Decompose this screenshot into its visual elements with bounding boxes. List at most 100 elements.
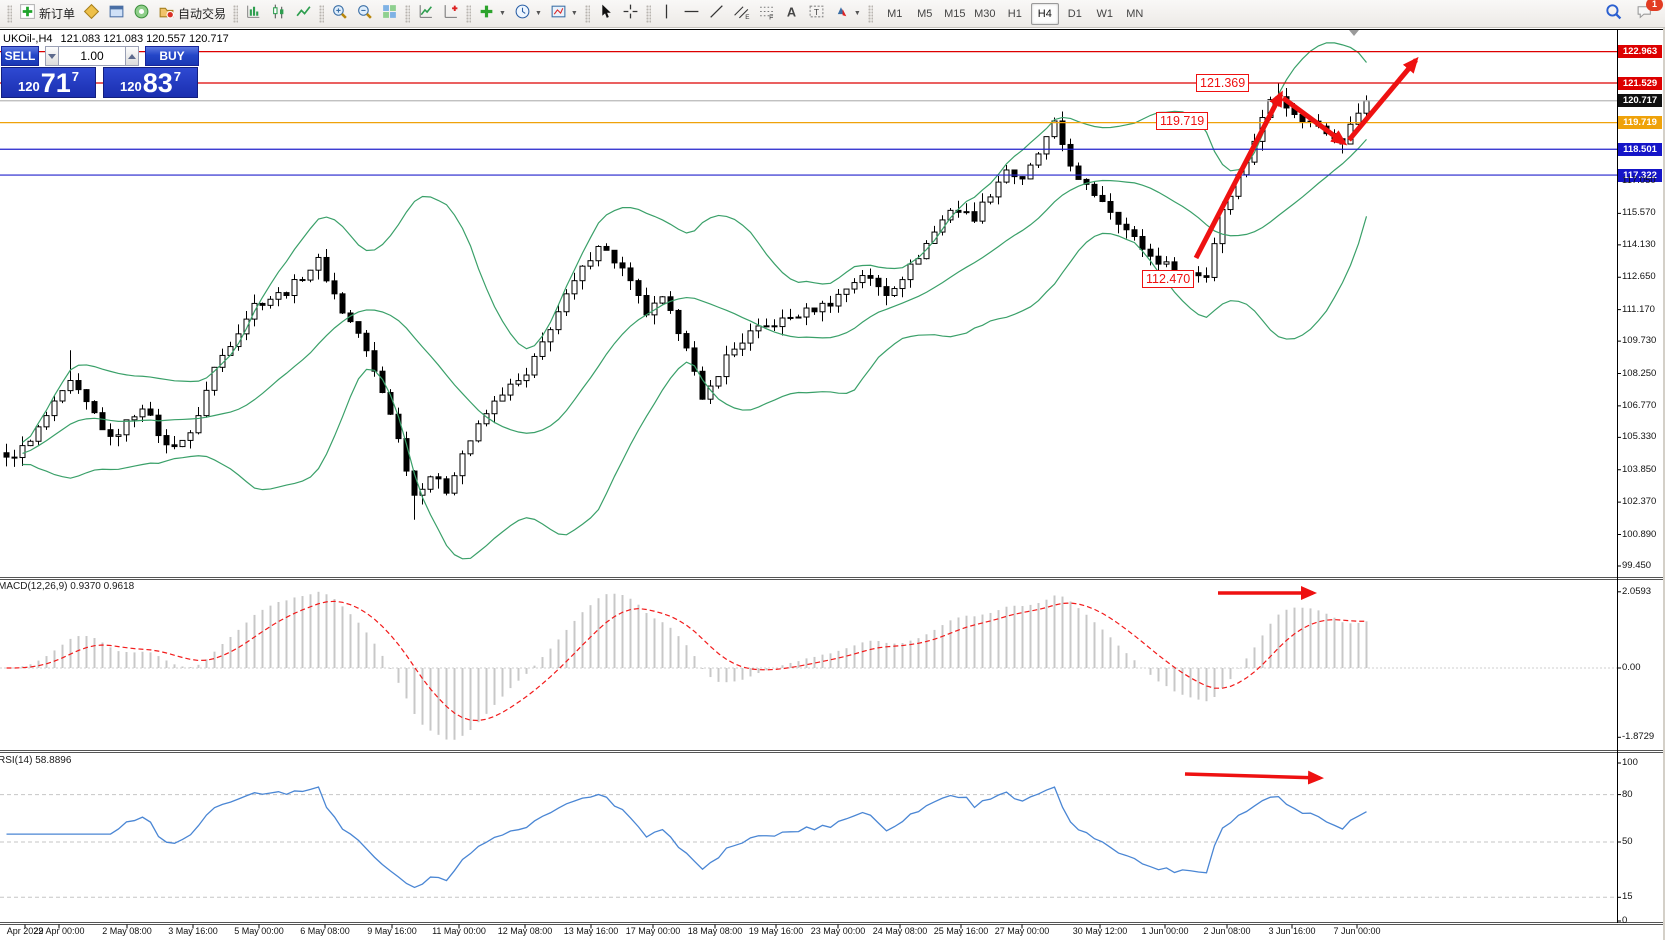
y-axis-tick: 117.050 (1622, 175, 1656, 186)
navigator-icon (133, 3, 150, 25)
x-axis-label: Apr 2022 (6, 926, 44, 936)
horizontal-level-lines (0, 51, 1617, 176)
macd-axis-label: 0.00 (1622, 662, 1641, 673)
rsi-indicator-label: RSI(14) 58.8896 (0, 755, 72, 766)
timeframe-button-w1[interactable]: W1 (1096, 7, 1114, 20)
volume-input[interactable] (59, 46, 125, 66)
toolbar-drag-handle (584, 4, 590, 23)
zoom-in-button[interactable] (327, 2, 352, 26)
autotrading-button[interactable]: 自动交易 (154, 2, 230, 26)
volume-decrease-button[interactable] (45, 46, 59, 66)
crosshair-button[interactable] (618, 2, 643, 26)
new-order-button[interactable]: 新订单 (15, 2, 79, 26)
tile-windows-button[interactable] (377, 2, 402, 26)
macd-indicator-label: MACD(12,26,9) 0.9370 0.9618 (0, 581, 135, 592)
x-axis-label: 25 May 16:00 (933, 926, 989, 936)
chart-shift-marker[interactable] (1349, 30, 1359, 36)
add-object-button[interactable]: ▼ (474, 2, 510, 26)
text-button[interactable]: A (779, 2, 804, 26)
navigator-button[interactable] (129, 2, 154, 26)
rsi-axis-label: 80 (1622, 788, 1633, 800)
cursor-button[interactable] (593, 2, 618, 26)
timeframe-button-m1[interactable]: M1 (887, 7, 903, 20)
trade-panel-prices: 120 71 7 120 83 7 (1, 67, 200, 98)
indicator-remove-icon (442, 3, 459, 25)
arrows-button[interactable]: ▼ (829, 2, 865, 26)
price-annotation-box[interactable]: 119.719 (1156, 112, 1209, 130)
zoom-out-button[interactable] (352, 2, 377, 26)
search-button[interactable] (1601, 2, 1626, 26)
trend-arrow[interactable] (1193, 90, 1284, 260)
price-badge: 119.719 (1618, 116, 1662, 130)
new-order-icon (19, 3, 36, 25)
charts-button[interactable] (79, 2, 104, 26)
bar-chart-button[interactable] (241, 2, 266, 26)
y-axis-tick: 108.250 (1622, 367, 1657, 379)
candlestick-button[interactable] (266, 2, 291, 26)
price-badge: 121.529 (1618, 76, 1662, 90)
indicators-button[interactable] (413, 2, 438, 26)
template-icon (550, 3, 567, 25)
timeframe-button-d1[interactable]: D1 (1067, 7, 1082, 20)
indicator-delete-button[interactable] (438, 2, 463, 26)
fibonacci-button[interactable]: F (754, 2, 779, 26)
x-axis-label: 9 May 16:00 (367, 926, 417, 936)
symbol-period-label: UKOil-,H4 (3, 33, 53, 45)
market-watch-button[interactable] (104, 2, 129, 26)
timeframe-toolbar: M1 M5 M15 M30 H1 H4 D1 W1 MN (880, 2, 1150, 25)
notifications-button[interactable]: 1 (1632, 0, 1663, 26)
timeframe-button-mn[interactable]: MN (1126, 7, 1144, 20)
x-axis-label: 23 May 00:00 (810, 926, 866, 936)
y-axis-tick: 100.890 (1622, 528, 1657, 540)
channel-icon: E (733, 3, 750, 25)
y-axis-tick: 115.570 (1622, 207, 1656, 219)
bar-chart-icon (245, 3, 262, 25)
fibonacci-icon: F (758, 3, 775, 25)
line-chart-button[interactable] (291, 2, 316, 26)
rsi-axis-label: 15 (1622, 891, 1633, 903)
price-annotation-box[interactable]: 112.470 (1142, 270, 1195, 288)
timeframe-button-m30[interactable]: M30 (974, 7, 996, 20)
buy-price-display[interactable]: 120 83 7 (103, 67, 198, 98)
vertical-line-button[interactable] (654, 2, 679, 26)
price-annotation-box[interactable]: 121.369 (1196, 74, 1250, 92)
rsi-axis-label: 100 (1622, 757, 1638, 768)
svg-text:F: F (769, 14, 773, 20)
horizontal-line-button[interactable] (679, 2, 704, 26)
x-axis-label: 24 May 08:00 (872, 926, 928, 936)
channel-button[interactable]: E (729, 2, 754, 26)
periods-button[interactable]: ▼ (510, 2, 546, 26)
sell-price-display[interactable]: 120 71 7 (1, 67, 96, 98)
dropdown-caret-icon: ▼ (853, 10, 861, 17)
horizontal-line-icon (683, 3, 700, 25)
volume-control (45, 46, 139, 66)
autotrading-button-label: 自动交易 (178, 7, 227, 21)
candlestick-icon (270, 3, 287, 25)
templates-button[interactable]: ▼ (546, 2, 582, 26)
trendline-button[interactable] (704, 2, 729, 26)
sell-button[interactable]: SELL (1, 46, 39, 66)
chart-window-title: UKOil-,H4 121.083 121.083 120.557 120.717 (3, 33, 229, 45)
dropdown-caret-icon: ▼ (534, 10, 542, 17)
buy-button[interactable]: BUY (145, 46, 199, 66)
trend-arrow[interactable] (1347, 56, 1419, 142)
trend-arrow[interactable] (1281, 95, 1348, 146)
text-label-button[interactable]: T (804, 2, 829, 26)
price-badge: 118.501 (1618, 142, 1662, 156)
timeframe-button-m5[interactable]: M5 (917, 7, 933, 20)
price-badge: 122.963 (1618, 45, 1662, 59)
dropdown-caret-icon: ▼ (499, 10, 506, 17)
zoom-in-icon (331, 3, 348, 25)
window-right-edge (1663, 28, 1665, 940)
indicator-arrow[interactable] (1184, 770, 1324, 785)
timeframe-button-h4[interactable]: H4 (1030, 2, 1059, 25)
trendline-icon (708, 3, 725, 25)
svg-text:T: T (814, 7, 819, 17)
one-click-trading-panel: SELL BUY 120 71 7 120 83 7 (1, 46, 200, 98)
timeframe-button-h1[interactable]: H1 (1007, 7, 1022, 20)
timeframe-button-m15[interactable]: M15 (944, 7, 966, 20)
volume-increase-button[interactable] (125, 46, 139, 66)
macd-axis-label: -1.8729 (1622, 731, 1655, 743)
